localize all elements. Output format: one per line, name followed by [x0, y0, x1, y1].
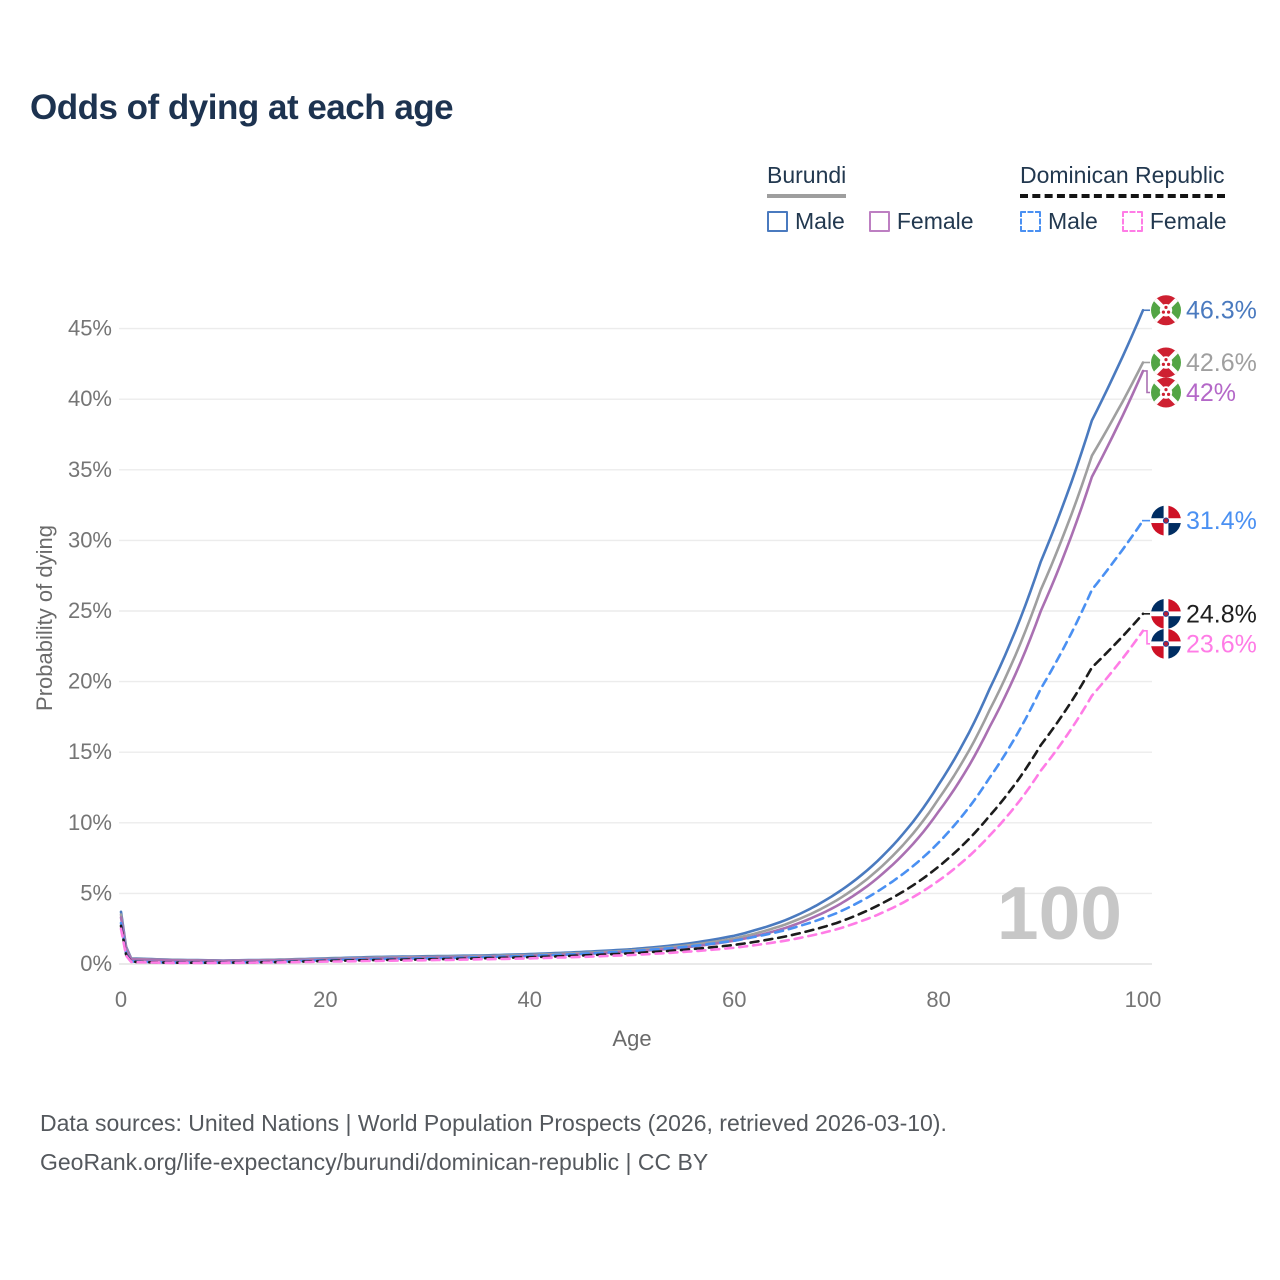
page-title: Odds of dying at each age: [30, 88, 454, 127]
x-tick-label: 100: [1125, 987, 1162, 1012]
series-line-dominican-republic-male: [119, 519, 1145, 964]
series-line-dominican-republic-both-sexes: [119, 612, 1145, 964]
y-tick-label: 25%: [68, 598, 112, 623]
y-tick-label: 40%: [68, 386, 112, 411]
legend-group-burundi: Burundi Male Female: [767, 162, 974, 235]
series-line-dominican-republic-female: [119, 629, 1145, 965]
y-tick-label: 15%: [68, 739, 112, 764]
y-tick-label: 5%: [80, 880, 112, 905]
series-line-burundi-female: [119, 369, 1145, 963]
end-label-value: 31.4%: [1186, 507, 1257, 535]
x-tick-label: 40: [518, 987, 542, 1012]
legend-item-dominican-republic-female: Female: [1121, 208, 1227, 235]
y-tick-label: 10%: [68, 810, 112, 835]
footer: Data sources: United Nations | World Pop…: [40, 1104, 947, 1182]
age-frame-watermark: 100: [996, 871, 1122, 955]
legend-item-dominican-republic-male: Male: [1020, 208, 1098, 235]
end-label-value: 46.3%: [1186, 297, 1257, 325]
end-label-value: 42.6%: [1186, 349, 1257, 377]
x-tick-label: 20: [313, 987, 337, 1012]
legend-header-burundi: Burundi: [767, 162, 847, 198]
y-tick-label: 30%: [68, 527, 112, 552]
end-label-value: 24.8%: [1186, 600, 1257, 628]
y-tick-label: 35%: [68, 457, 112, 482]
legend-item-label: Female: [896, 208, 974, 234]
burundi-flag-icon: [1151, 347, 1181, 378]
y-tick-label: 45%: [68, 316, 112, 341]
legend-header-dominican-republic: Dominican Republic: [1020, 162, 1225, 198]
dominican-republic-flag-icon: [1151, 598, 1181, 629]
end-label-value: 42%: [1186, 379, 1236, 407]
x-tick-label: 0: [115, 987, 127, 1012]
legend-item-burundi-female: Female: [868, 208, 974, 235]
legend-item-label: Male: [795, 208, 845, 234]
burundi-flag-icon: [1151, 377, 1181, 408]
x-tick-label: 60: [722, 987, 746, 1012]
attribution-text: GeoRank.org/life-expectancy/burundi/domi…: [40, 1149, 709, 1175]
data-sources-text: Data sources: United Nations | World Pop…: [40, 1110, 947, 1136]
end-label-leader: [1142, 370, 1150, 394]
dominican-republic-male-swatch-icon: [1020, 211, 1041, 232]
x-tick-label: 80: [926, 987, 950, 1012]
x-axis-title: Age: [612, 1026, 652, 1051]
y-tick-label: 0%: [80, 951, 112, 976]
dominican-republic-flag-icon: [1151, 628, 1181, 659]
legend-item-burundi-male: Male: [767, 208, 845, 235]
y-tick-label: 20%: [68, 669, 112, 694]
dominican-republic-flag-icon: [1151, 505, 1181, 536]
end-label-leader: [1142, 629, 1150, 645]
dominican-republic-female-swatch-icon: [1121, 211, 1143, 232]
series-line-burundi-both-sexes: [119, 361, 1145, 963]
burundi-female-swatch-icon: [868, 211, 890, 232]
burundi-male-swatch-icon: [767, 211, 788, 232]
end-label-value: 23.6%: [1186, 630, 1257, 658]
burundi-flag-icon: [1151, 295, 1181, 326]
legend-group-dominican-republic: Dominican Republic Male Female: [1020, 162, 1227, 235]
series-line-burundi-male: [119, 308, 1145, 962]
legend-item-label: Male: [1048, 208, 1098, 234]
legend-item-label: Female: [1149, 208, 1227, 234]
